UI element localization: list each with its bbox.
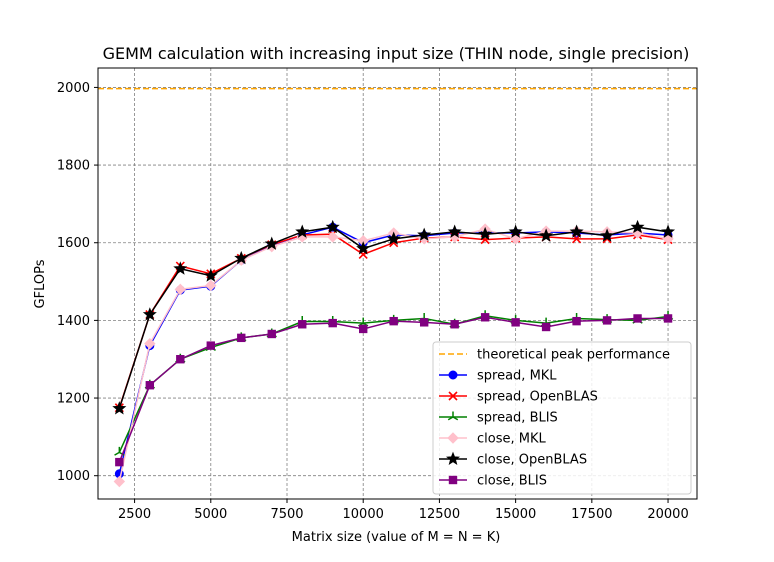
data-point [389, 316, 398, 326]
x-tick-label: 5000 [194, 507, 227, 522]
x-tick-label: 20000 [647, 507, 688, 522]
legend-entry-1: spread, MKL [439, 369, 557, 384]
data-point [327, 231, 339, 243]
legend-entry-5: close, OpenBLAS [439, 451, 587, 468]
chart-title: GEMM calculation with increasing input s… [103, 44, 690, 63]
x-tick-label: 12500 [419, 507, 460, 522]
data-point [174, 283, 187, 296]
data-point [417, 227, 432, 241]
data-point [112, 401, 127, 415]
y-tick-label: 1200 [57, 392, 90, 407]
legend-marker [448, 370, 458, 380]
y-tick-label: 1400 [57, 314, 90, 329]
data-point [145, 381, 155, 390]
legend-label: close, MKL [477, 432, 546, 447]
data-point [264, 236, 279, 250]
legend: theoretical peak performance spread, MKL s… [432, 341, 692, 495]
data-point [661, 224, 676, 238]
data-point [572, 316, 581, 326]
data-point [142, 307, 157, 321]
data-point [205, 279, 217, 292]
data-point [114, 446, 125, 456]
legend-entry-2: spread, OpenBLAS [439, 390, 598, 405]
data-point [602, 316, 612, 325]
data-point [633, 314, 642, 323]
legend-entry-0: theoretical peak performance [439, 348, 670, 363]
data-point [541, 322, 551, 332]
data-point [325, 219, 340, 234]
y-tick-label: 1600 [57, 236, 90, 251]
data-point [113, 475, 126, 488]
legend-marker [448, 475, 458, 485]
data-point [206, 341, 215, 350]
legend-label: spread, OpenBLAS [477, 390, 598, 405]
data-point [176, 355, 185, 364]
legend-entry-3: spread, BLIS [439, 411, 558, 426]
data-point [173, 261, 188, 275]
data-point [144, 337, 156, 350]
x-tick-label: 10000 [343, 507, 384, 522]
y-axis: 1000 1200 1400 1600 1800 2000 [57, 81, 98, 484]
legend-label: theoretical peak performance [477, 348, 670, 363]
series-5 [115, 313, 673, 467]
legend-entry-4: close, MKL [439, 432, 546, 447]
legend-label: spread, MKL [477, 369, 557, 384]
x-tick-label: 15000 [495, 507, 536, 522]
legend-label: spread, BLIS [477, 411, 558, 426]
data-point [267, 329, 276, 339]
x-tick-label: 7500 [270, 507, 303, 522]
legend-marker [447, 411, 459, 421]
data-point [386, 231, 401, 245]
y-tick-label: 1800 [57, 159, 90, 174]
legend-entry-6: close, BLIS [439, 474, 547, 489]
data-point [663, 314, 673, 323]
data-point [600, 228, 615, 242]
data-point [359, 324, 368, 334]
legend-marker [447, 432, 459, 444]
series-4 [112, 219, 676, 415]
legend-label: close, OpenBLAS [477, 453, 587, 468]
data-point [419, 318, 429, 327]
legend-marker [445, 451, 461, 465]
data-point [511, 318, 520, 327]
plot-frame [97, 67, 698, 500]
y-tick-label: 1000 [57, 469, 90, 484]
data-point [450, 320, 459, 329]
data-point [508, 224, 523, 238]
data-point [203, 268, 218, 282]
x-axis: 2500 5000 7500 10000 12500 15000 17500 20000 [118, 499, 689, 522]
x-tick-label: 17500 [571, 507, 612, 522]
data-point [115, 457, 124, 467]
data-point [328, 318, 337, 328]
x-axis-label: Matrix size (value of M = N = K) [292, 530, 501, 545]
y-tick-label: 2000 [57, 81, 90, 96]
legend-label: close, BLIS [477, 474, 547, 489]
data-point [447, 224, 462, 238]
data-point [480, 313, 490, 322]
y-axis-label: GFLOPs [33, 259, 48, 308]
data-point [539, 228, 554, 242]
x-tick-label: 2500 [118, 507, 151, 522]
data-point [234, 250, 249, 265]
data-point [478, 226, 493, 241]
data-point [298, 320, 307, 329]
legend-box [432, 341, 692, 495]
data-point [630, 219, 645, 234]
data-point [237, 333, 246, 343]
series-layer [112, 219, 676, 488]
data-point [356, 241, 371, 255]
data-point [295, 224, 310, 238]
data-point [569, 224, 584, 238]
legend-marker [448, 391, 458, 401]
